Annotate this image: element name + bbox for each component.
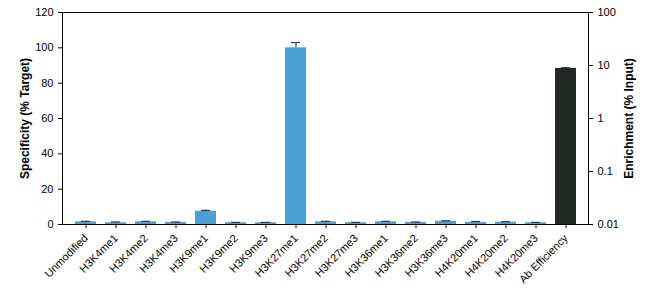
svg-text:H4K20me2: H4K20me2 [462,231,510,280]
svg-text:60: 60 [41,112,53,124]
svg-text:80: 80 [41,77,53,89]
svg-text:H3K36me1: H3K36me1 [342,231,390,280]
svg-text:0.1: 0.1 [598,165,613,177]
svg-text:Ab Efficiency: Ab Efficiency [517,231,571,285]
svg-text:10: 10 [598,59,610,71]
svg-text:100: 100 [35,41,53,53]
svg-text:H3K9me1: H3K9me1 [166,231,210,275]
svg-text:H4K20me1: H4K20me1 [432,231,480,280]
svg-text:120: 120 [35,6,53,18]
svg-text:H3K9me2: H3K9me2 [196,231,240,275]
svg-text:H3K27me1: H3K27me1 [252,231,300,280]
svg-text:100: 100 [598,6,616,18]
svg-text:H3K9me3: H3K9me3 [226,231,270,275]
svg-text:H3K27me3: H3K27me3 [312,231,360,280]
svg-text:40: 40 [41,147,53,159]
svg-text:Enrichment (% Input): Enrichment (% Input) [622,58,636,179]
svg-text:20: 20 [41,183,53,195]
svg-text:1: 1 [598,112,604,124]
svg-text:H3K27me2: H3K27me2 [282,231,330,280]
svg-text:Specificity (% Target): Specificity (% Target) [18,58,32,179]
svg-text:H3K4me2: H3K4me2 [106,231,150,275]
svg-text:H3K36me3: H3K36me3 [402,231,450,280]
svg-text:H3K4me1: H3K4me1 [76,231,120,275]
svg-text:H4K20me3: H4K20me3 [492,231,540,280]
svg-text:0.01: 0.01 [598,218,619,230]
svg-text:0: 0 [47,218,53,230]
svg-text:H3K4me3: H3K4me3 [136,231,180,275]
svg-text:H3K36me2: H3K36me2 [372,231,420,280]
svg-text:Unmodified: Unmodified [42,231,90,280]
